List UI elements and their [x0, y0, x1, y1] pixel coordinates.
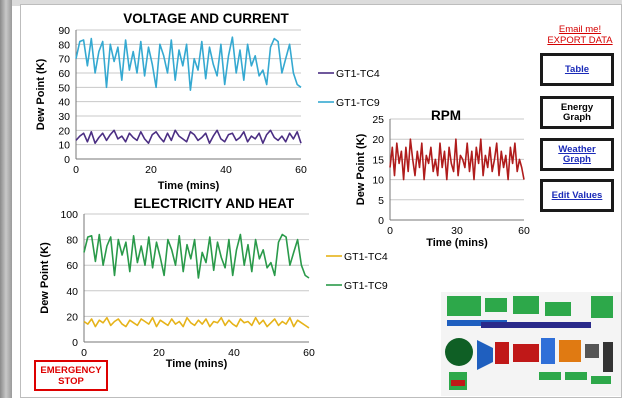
edit-values-button-label: Edit Values: [551, 189, 603, 201]
emergency-stop-label: EMERGENCY STOP: [40, 364, 102, 387]
voltage-x-axis-label: Time (mins): [158, 180, 220, 192]
voltage-y-tick-label: 30: [58, 111, 70, 123]
table-button[interactable]: Table: [540, 53, 614, 86]
rpm-y-tick-label: 10: [372, 175, 384, 187]
table-button-label: Table: [564, 63, 590, 75]
electricity-x-tick-label: 0: [81, 347, 87, 359]
rpm-y-axis-label: Dew Point (K): [355, 133, 367, 205]
voltage-x-tick-label: 20: [145, 164, 157, 176]
rpm-x-tick-label: 30: [451, 225, 463, 237]
process-diagram-image[interactable]: [441, 292, 621, 396]
rpm-x-axis-label: Time (mins): [426, 237, 488, 249]
electricity-x-tick-label: 60: [303, 347, 315, 359]
voltage-chart-title: VOLTAGE AND CURRENT: [123, 11, 289, 26]
electricity-chart: [83, 213, 342, 343]
rpm-chart-title: RPM: [431, 108, 461, 123]
rpm-y-tick-label: 0: [378, 215, 384, 227]
emergency-stop-button[interactable]: EMERGENCY STOP: [34, 360, 108, 391]
electricity-y-tick-label: 60: [66, 260, 78, 272]
electricity-x-tick-label: 40: [228, 347, 240, 359]
voltage-x-tick-label: 40: [220, 164, 232, 176]
rpm-series-line-rpm: [389, 138, 525, 181]
window-left-border: [0, 0, 12, 398]
voltage-x-tick-label: 60: [295, 164, 307, 176]
voltage-y-tick-label: 20: [58, 125, 70, 137]
electricity-y-tick-label: 40: [66, 286, 78, 298]
voltage-y-axis-label: Dew Point (K): [35, 58, 47, 130]
rpm-y-tick-label: 20: [372, 134, 384, 146]
voltage-y-tick-label: 40: [58, 97, 70, 109]
electricity-series-line-gt1-tc4: [83, 316, 310, 329]
edit-values-button[interactable]: Edit Values: [540, 179, 614, 212]
rpm-y-tick-label: 5: [378, 195, 384, 207]
top-links: Email me! EXPORT DATA: [540, 24, 620, 46]
electricity-chart-title: ELECTRICITY AND HEAT: [134, 196, 295, 211]
voltage-chart: [75, 29, 334, 160]
electricity-x-tick-label: 20: [153, 347, 165, 359]
rpm-y-tick-label: 15: [372, 154, 384, 166]
weather-graph-button-label: Weather Graph: [558, 143, 596, 165]
electricity-y-tick-label: 0: [72, 337, 78, 349]
rpm-x-tick-label: 0: [387, 225, 393, 237]
electricity-y-tick-label: 20: [66, 311, 78, 323]
export-data-link[interactable]: EXPORT DATA: [547, 35, 613, 46]
electricity-x-axis-label: Time (mins): [166, 358, 228, 370]
voltage-y-tick-label: 90: [58, 25, 70, 37]
rpm-x-tick-label: 60: [518, 225, 530, 237]
electricity-y-tick-label: 100: [60, 209, 78, 221]
window-top-border: [12, 0, 622, 6]
voltage-y-tick-label: 10: [58, 140, 70, 152]
electricity-y-axis-label: Dew Point (K): [39, 242, 51, 314]
email-link[interactable]: Email me!: [558, 24, 602, 35]
voltage-x-tick-label: 0: [73, 164, 79, 176]
electricity-legend-label: GT1-TC9: [344, 280, 388, 292]
voltage-legend-label: GT1-TC9: [336, 97, 380, 109]
electricity-y-tick-label: 80: [66, 235, 78, 247]
voltage-y-tick-label: 60: [58, 68, 70, 80]
electricity-legend-label: GT1-TC4: [344, 251, 388, 263]
voltage-series-line-gt1-tc9: [75, 36, 302, 91]
weather-graph-button[interactable]: Weather Graph: [540, 138, 614, 171]
voltage-y-tick-label: 70: [58, 54, 70, 66]
voltage-legend-label: GT1-TC4: [336, 68, 380, 80]
voltage-series-line-gt1-tc4: [75, 129, 302, 144]
electricity-series-line-gt1-tc9: [83, 233, 310, 279]
voltage-y-tick-label: 50: [58, 82, 70, 94]
energy-graph-button-label: Energy Graph: [560, 101, 594, 123]
rpm-y-tick-label: 25: [372, 114, 384, 126]
rpm-chart: [389, 118, 525, 221]
voltage-y-tick-label: 80: [58, 39, 70, 51]
voltage-y-tick-label: 0: [64, 154, 70, 166]
energy-graph-button[interactable]: Energy Graph: [540, 96, 614, 129]
